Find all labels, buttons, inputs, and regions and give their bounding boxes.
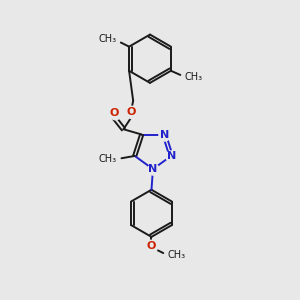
Text: N: N bbox=[167, 151, 176, 161]
Text: N: N bbox=[148, 164, 158, 174]
Text: CH₃: CH₃ bbox=[99, 154, 117, 164]
Text: O: O bbox=[127, 106, 136, 116]
Text: O: O bbox=[110, 108, 119, 118]
Text: CH₃: CH₃ bbox=[185, 72, 203, 82]
Text: O: O bbox=[147, 241, 156, 251]
Text: CH₃: CH₃ bbox=[98, 34, 116, 44]
Text: N: N bbox=[160, 130, 169, 140]
Text: CH₃: CH₃ bbox=[167, 250, 185, 260]
